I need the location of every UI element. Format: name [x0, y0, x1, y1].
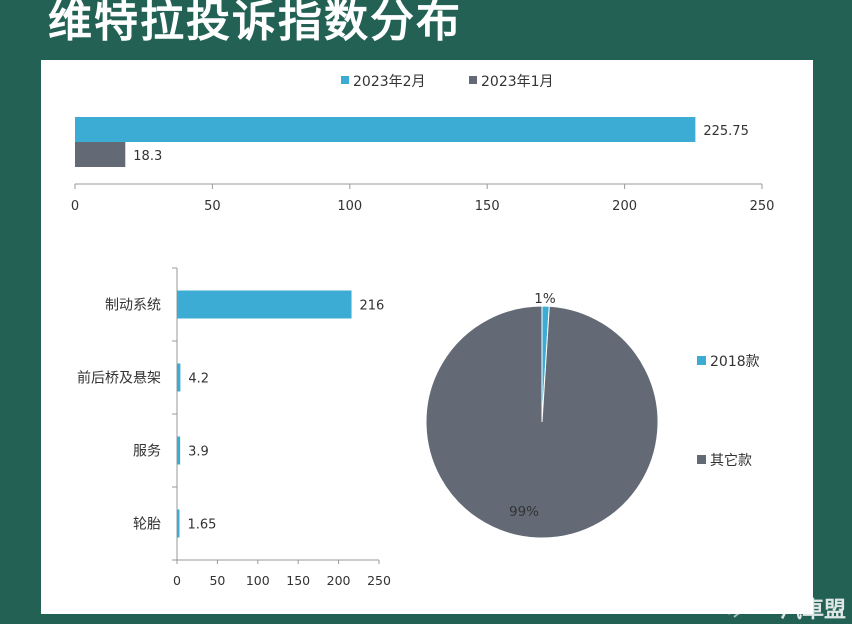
category-label-0: 制动系统	[105, 298, 161, 314]
x-tick-label-categories-1: 50	[209, 573, 225, 588]
x-tick-label-categories-4: 200	[327, 573, 351, 588]
category-label-1: 前后桥及悬架	[77, 370, 161, 387]
data-label-category-2: 3.9	[188, 445, 209, 460]
watermark-text: 汽車盟	[779, 598, 846, 623]
bar-category-2	[177, 436, 181, 465]
bar-category-0	[177, 290, 352, 319]
data-label-feb: 225.75	[703, 124, 749, 139]
x-tick-label-2: 100	[337, 199, 362, 214]
legend-swatch-1	[469, 76, 477, 84]
pie-legend-label-1: 其它款	[710, 452, 752, 469]
x-tick-label-categories-0: 0	[173, 573, 181, 588]
x-tick-label-1: 50	[204, 199, 221, 214]
legend-swatch-0	[341, 76, 349, 84]
legend-label-0: 2023年2月	[353, 74, 426, 90]
pie-label-2018: 1%	[534, 291, 556, 307]
pie-legend-swatch-0	[697, 356, 706, 365]
category-label-2: 服务	[133, 444, 161, 460]
data-label-category-0: 216	[360, 299, 385, 314]
bar-category-1	[177, 363, 181, 392]
page-title: 维特拉投诉指数分布	[48, 0, 462, 47]
chart-monthly-comparison: 2023年2月 2023年1月 225.75 18.3 0 50 100 150 200 250	[71, 74, 775, 214]
pie-label-other: 99%	[509, 504, 539, 520]
bar-feb	[75, 117, 696, 142]
x-tick-label-categories-3: 150	[286, 573, 310, 588]
x-tick-label-3: 150	[475, 199, 500, 214]
bar-category-3	[177, 509, 180, 538]
category-label-3: 轮胎	[133, 517, 161, 533]
pie-slice-1	[425, 305, 659, 539]
x-tick-label-5: 250	[750, 199, 775, 214]
pie-legend-label-0: 2018款	[710, 354, 760, 370]
x-tick-label-categories-2: 100	[246, 573, 270, 588]
legend-label-1: 2023年1月	[481, 74, 554, 90]
chart-panel: 2023年2月 2023年1月 225.75 18.3 0 50 100 150 200 250 …	[41, 60, 813, 614]
x-tick-label-4: 200	[612, 199, 637, 214]
data-label-category-3: 1.65	[188, 518, 217, 533]
car-logo-icon	[726, 588, 781, 618]
bar-jan	[75, 142, 126, 167]
x-tick-label-categories-5: 250	[367, 573, 391, 588]
x-tick-label-0: 0	[71, 199, 79, 214]
pie-legend-swatch-1	[697, 455, 706, 464]
data-label-category-1: 4.2	[188, 372, 209, 387]
chart-complaint-categories: 制动系统 216 前后桥及悬架 4.2 服务 3.9 轮胎 1.65 0 50 100 150 200 2…	[77, 267, 391, 588]
data-label-jan: 18.3	[133, 149, 162, 164]
